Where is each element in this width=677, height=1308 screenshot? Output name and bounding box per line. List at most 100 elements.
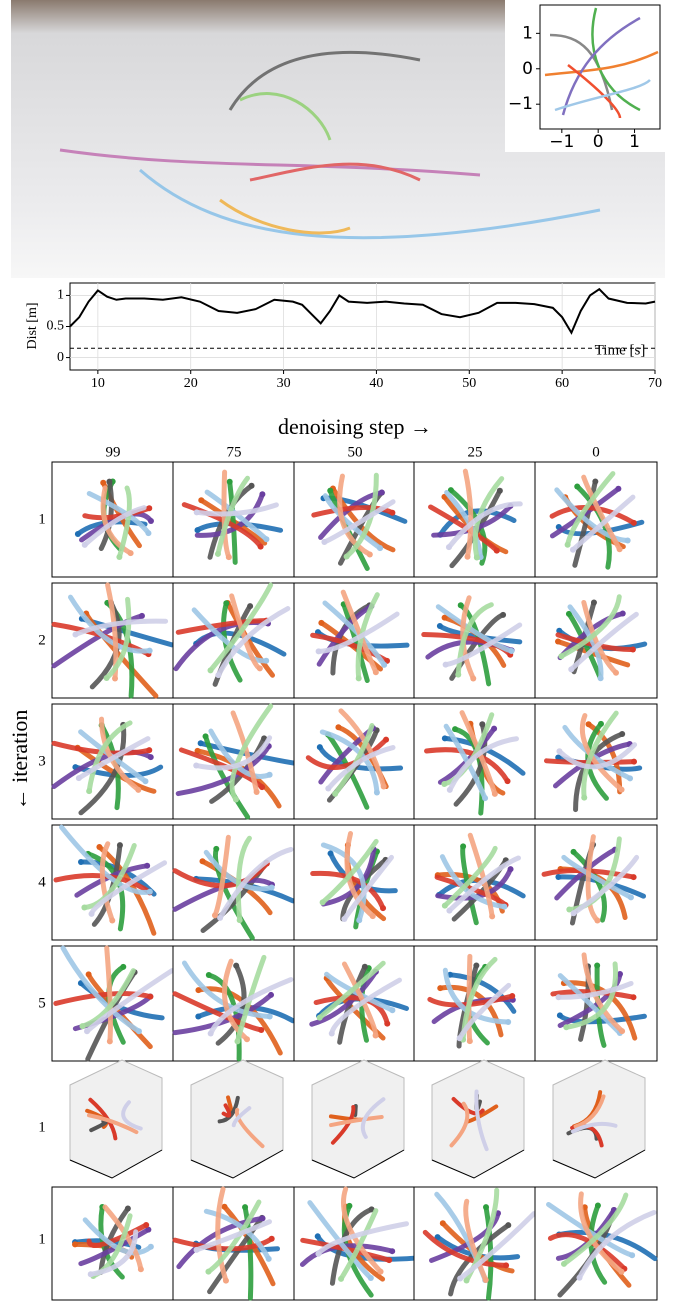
row-label: 1: [38, 1119, 46, 1135]
endpoint: [195, 1014, 201, 1020]
endpoint: [136, 1028, 142, 1034]
endpoint: [269, 885, 275, 891]
endpoint: [206, 972, 212, 978]
endpoint: [226, 554, 232, 560]
endpoint: [269, 1236, 275, 1242]
endpoint: [104, 675, 110, 681]
endpoint: [557, 1012, 563, 1018]
endpoint: [203, 733, 209, 739]
endpoint: [267, 1013, 273, 1019]
endpoint: [148, 754, 154, 760]
endpoint: [503, 1262, 509, 1268]
endpoint: [631, 874, 637, 880]
y-tick-label: 1: [57, 288, 64, 303]
endpoint: [260, 1215, 266, 1221]
endpoint: [223, 1278, 229, 1284]
endpoint: [257, 665, 263, 671]
endpoint: [75, 531, 81, 537]
endpoint: [208, 1030, 214, 1036]
endpoint: [377, 545, 383, 551]
endpoint: [84, 1028, 90, 1034]
endpoint: [145, 530, 151, 536]
endpoint: [316, 648, 322, 654]
endpoint: [147, 648, 153, 654]
endpoint: [117, 842, 123, 848]
endpoint: [509, 993, 515, 999]
endpoint: [215, 672, 221, 678]
row-label: 3: [38, 753, 46, 769]
endpoint: [335, 724, 341, 730]
endpoint: [244, 1036, 250, 1042]
endpoint: [555, 874, 561, 880]
endpoint: [555, 638, 561, 644]
endpoint: [88, 1271, 94, 1277]
endpoint: [120, 964, 126, 970]
endpoint: [148, 518, 154, 524]
endpoint: [125, 1206, 131, 1212]
endpoint: [500, 612, 506, 618]
column-label: 0: [592, 444, 600, 460]
endpoint: [482, 795, 488, 801]
endpoint: [112, 675, 118, 681]
endpoint: [591, 600, 597, 606]
x-tick-label: 60: [555, 376, 569, 391]
endpoint: [263, 658, 269, 664]
endpoint: [317, 744, 323, 750]
endpoint: [368, 1275, 374, 1281]
endpoint: [199, 858, 205, 864]
endpoint: [446, 544, 452, 550]
endpoint: [195, 527, 201, 533]
endpoint: [483, 1204, 489, 1210]
endpoint: [565, 542, 571, 548]
endpoint: [215, 551, 221, 557]
endpoint: [509, 648, 515, 654]
x-tick-label: 10: [91, 376, 105, 391]
endpoint: [233, 963, 239, 969]
endpoint: [619, 1028, 625, 1034]
endpoint: [441, 781, 447, 787]
endpoint: [595, 1203, 601, 1209]
endpoint: [452, 726, 458, 732]
endpoint: [242, 1204, 248, 1210]
endpoint: [227, 479, 233, 485]
endpoint: [328, 850, 334, 856]
endpoint: [558, 653, 564, 659]
endpoint: [447, 787, 453, 793]
endpoint: [617, 546, 623, 552]
cube-axes: [70, 1060, 162, 1178]
endpoint: [139, 613, 145, 619]
y-axis-label: Dist [m]: [25, 302, 40, 349]
endpoint: [217, 915, 223, 921]
endpoint: [373, 669, 379, 675]
endpoint: [147, 889, 153, 895]
endpoint: [381, 662, 387, 668]
endpoint: [143, 1222, 149, 1228]
endpoint: [389, 1248, 395, 1254]
endpoint: [613, 670, 619, 676]
endpoint: [362, 964, 368, 970]
endpoint: [78, 859, 84, 865]
endpoint: [483, 1277, 489, 1283]
column-label: 75: [227, 444, 242, 460]
endpoint: [561, 1261, 567, 1267]
endpoint: [571, 849, 577, 855]
endpoint: [389, 1007, 395, 1013]
endpoint: [437, 985, 443, 991]
endpoint: [234, 1038, 240, 1044]
endpoint: [592, 479, 598, 485]
endpoint: [315, 1251, 321, 1257]
endpoint: [205, 1269, 211, 1275]
endpoint: [492, 791, 498, 797]
endpoint: [489, 913, 495, 919]
endpoint: [193, 762, 199, 768]
endpoint: [82, 542, 88, 548]
x-tick-label: 0: [593, 132, 604, 152]
endpoint: [317, 1015, 323, 1021]
endpoint: [479, 721, 485, 727]
endpoint: [116, 554, 122, 560]
endpoint: [383, 737, 389, 743]
endpoint: [146, 747, 152, 753]
endpoint: [443, 662, 449, 668]
x-axis-label: Time [s]: [595, 342, 646, 358]
endpoint: [505, 778, 511, 784]
